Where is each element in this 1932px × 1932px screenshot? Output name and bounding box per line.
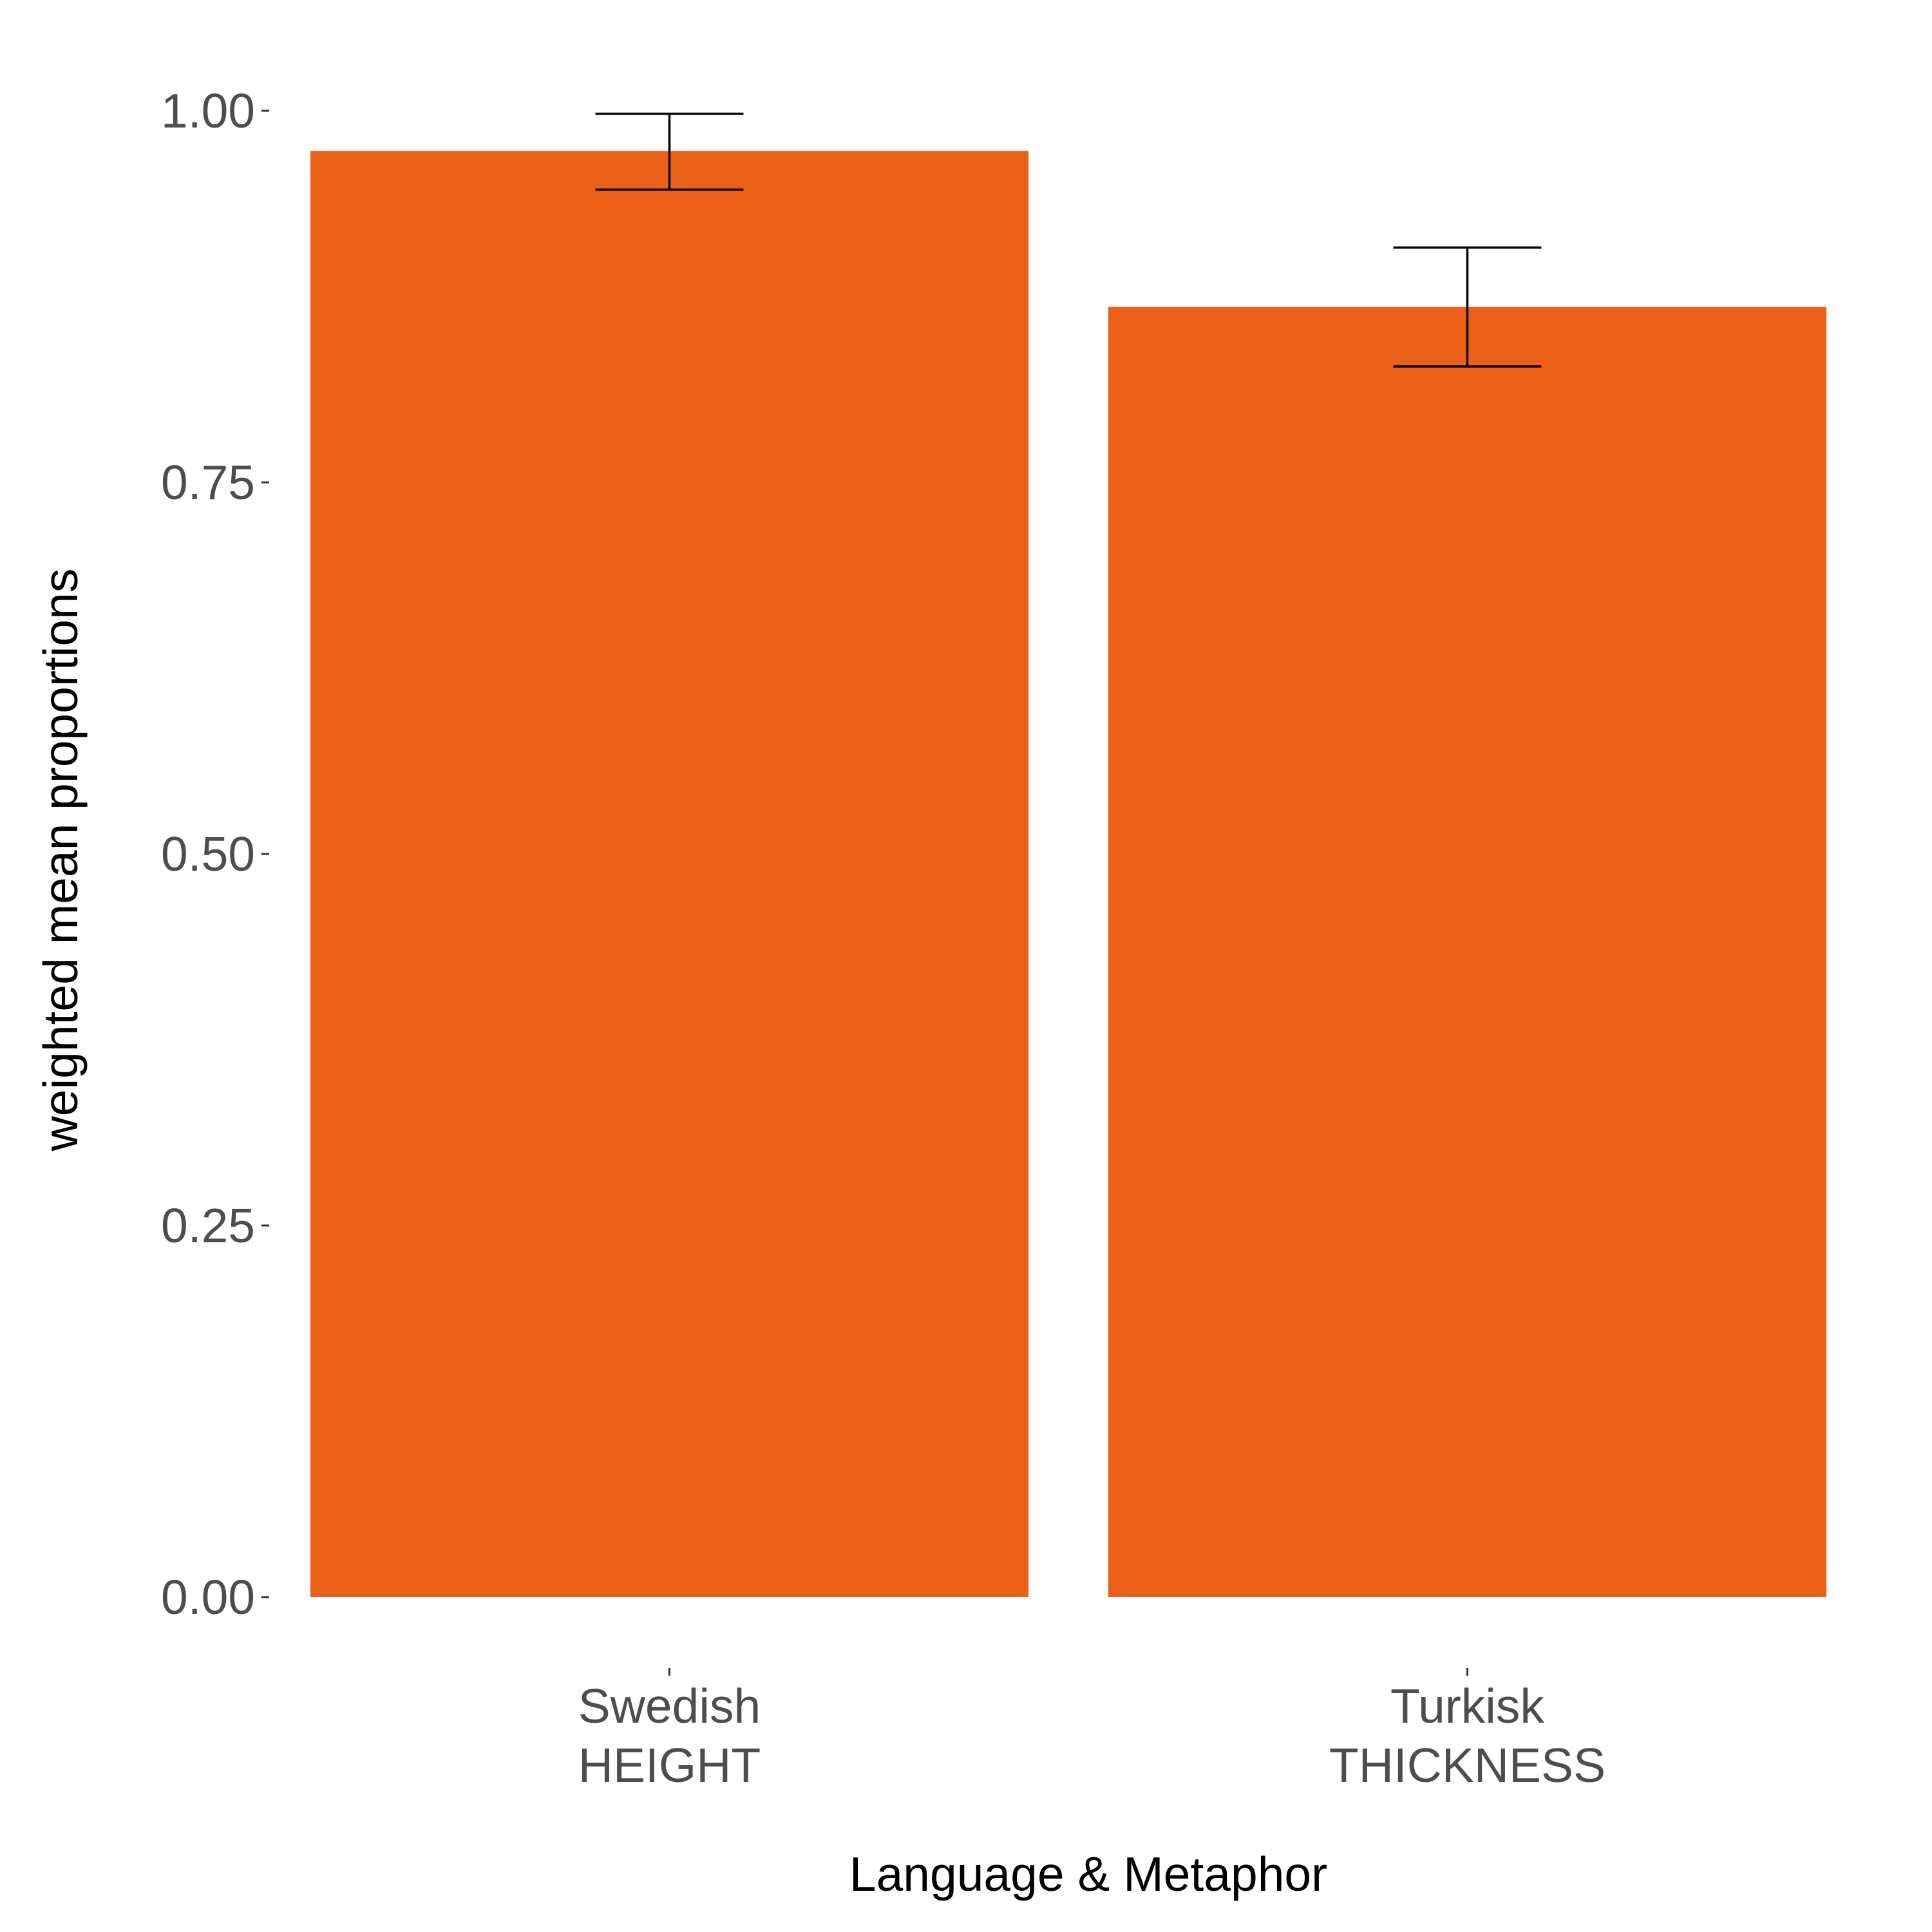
y-tick-label: 0.00 xyxy=(161,1570,255,1624)
x-tick-label: Turkisk xyxy=(1390,1679,1544,1733)
x-tick-label: THICKNESS xyxy=(1329,1738,1605,1792)
y-axis: 0.00 0.25 0.50 0.75 1.00 xyxy=(161,84,269,1624)
y-axis-title: weighted mean proportions xyxy=(33,569,88,1152)
y-tick-label: 0.50 xyxy=(161,827,255,881)
plot-area xyxy=(310,112,1827,1598)
bar xyxy=(1108,307,1827,1597)
y-tick-label: 0.75 xyxy=(161,455,255,509)
x-axis-title: Language & Metaphor xyxy=(849,1847,1327,1901)
y-tick-label: 1.00 xyxy=(161,84,255,138)
y-tick-label: 0.25 xyxy=(161,1198,255,1253)
x-tick-label: Swedish xyxy=(578,1679,761,1733)
bar xyxy=(310,151,1029,1598)
x-tick-label: HEIGHT xyxy=(578,1738,761,1792)
